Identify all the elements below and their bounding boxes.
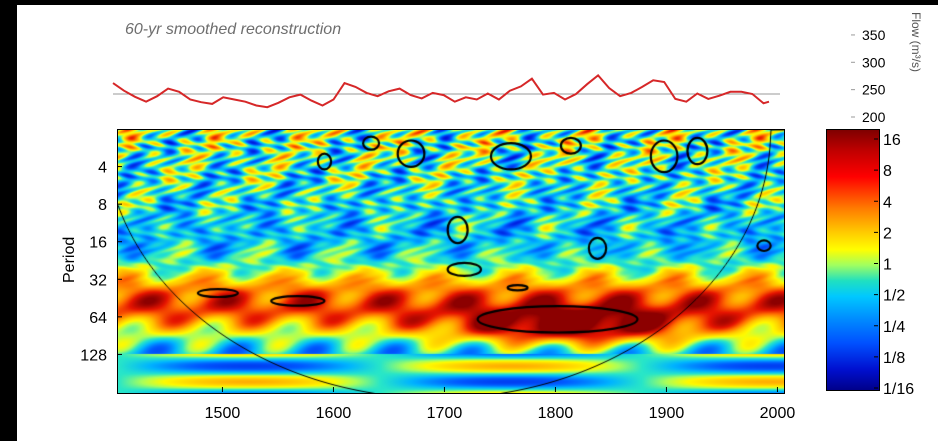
wavelet-xtick-label: 1800 bbox=[538, 405, 574, 422]
flow-subtitle: 60-yr smoothed reconstruction bbox=[125, 21, 342, 38]
wavelet-ytick-label: 128 bbox=[80, 347, 107, 364]
wavelet-ytick-label: 32 bbox=[89, 272, 107, 289]
colorbar-tick-label: 2 bbox=[883, 225, 892, 242]
wavelet-ytick-label: 64 bbox=[89, 310, 107, 327]
wavelet-ytick-label: 8 bbox=[98, 197, 107, 214]
colorbar-tick-label: 16 bbox=[883, 132, 901, 149]
wavelet-xtick-label: 1600 bbox=[316, 405, 352, 422]
flow-ytick-label: 350 bbox=[862, 27, 886, 43]
flow-ytick-label: 200 bbox=[862, 109, 886, 125]
wavelet-ytick-label: 4 bbox=[98, 160, 107, 177]
colorbar-tick-label: 1/2 bbox=[883, 288, 905, 305]
flow-ytick-label: 250 bbox=[862, 82, 886, 98]
wavelet-xtick-label: 1500 bbox=[205, 405, 241, 422]
colorbar-tick-label: 8 bbox=[883, 163, 892, 180]
wavelet-xtick-label: 1700 bbox=[427, 405, 463, 422]
colorbar-tick-label: 1/16 bbox=[883, 381, 914, 398]
flow-series-line bbox=[112, 74, 770, 109]
colorbar-tick-label: 1/4 bbox=[883, 319, 905, 336]
colorbar-tick-label: 1 bbox=[883, 257, 892, 274]
flow-ytick-label: 300 bbox=[862, 54, 886, 70]
wavelet-ytick-label: 16 bbox=[89, 235, 107, 252]
colorbar-tick-label: 1/8 bbox=[883, 350, 905, 367]
wavelet-xtick-label: 1900 bbox=[649, 405, 685, 422]
colorbar bbox=[826, 129, 880, 391]
wavelet-plot bbox=[117, 129, 785, 394]
wavelet-xtick-label: 2000 bbox=[760, 405, 796, 422]
period-ylabel: Period bbox=[61, 237, 78, 283]
colorbar-tick-label: 4 bbox=[883, 194, 892, 211]
flow-ylabel: Flow (m³/s) bbox=[909, 12, 923, 72]
